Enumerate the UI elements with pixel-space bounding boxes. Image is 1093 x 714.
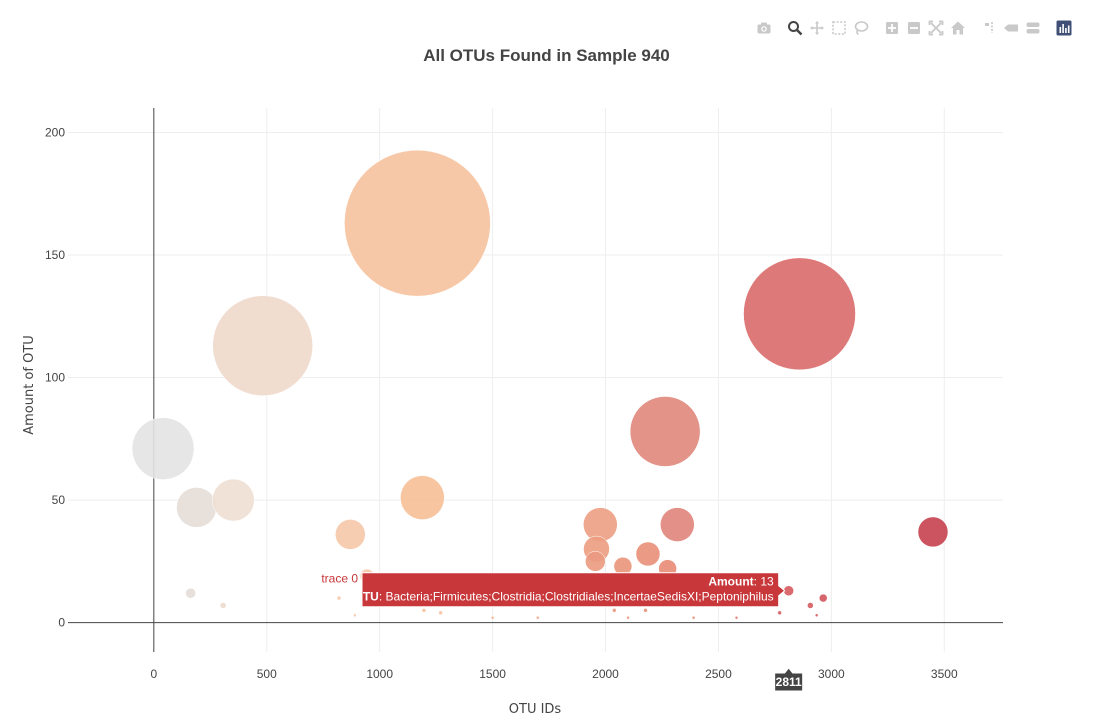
bubble-marker[interactable] bbox=[691, 615, 696, 620]
hover-x-value: 2811 bbox=[776, 675, 802, 689]
autoscale-icon[interactable] bbox=[927, 19, 945, 37]
bubble-marker[interactable] bbox=[743, 257, 856, 371]
camera-icon[interactable] bbox=[755, 19, 773, 37]
bubble-marker[interactable] bbox=[660, 507, 695, 542]
hover-box bbox=[361, 572, 786, 608]
box-select-icon[interactable] bbox=[830, 19, 848, 37]
zoom-in-icon[interactable] bbox=[883, 19, 901, 37]
x-tick-label: 1000 bbox=[366, 667, 393, 681]
bubble-marker[interactable] bbox=[626, 615, 630, 620]
bubble-marker[interactable] bbox=[344, 149, 491, 297]
bubble-marker[interactable] bbox=[612, 608, 617, 613]
bubble-marker[interactable] bbox=[643, 608, 648, 613]
bubble-marker[interactable] bbox=[818, 593, 828, 603]
bubble-marker[interactable] bbox=[438, 610, 443, 616]
hover-x-tag bbox=[774, 667, 804, 692]
bubble-marker[interactable] bbox=[131, 417, 195, 480]
hover-trace-name: trace 0 bbox=[321, 572, 358, 586]
y-tick-label: 50 bbox=[52, 493, 66, 507]
bubble-marker[interactable] bbox=[536, 615, 540, 620]
tick-labels: 0 500 1000 1500 2000 2500 3000 3500 0 50 100 150 200 bbox=[45, 126, 958, 681]
x-tick-label: 3000 bbox=[818, 667, 845, 681]
home-icon[interactable] bbox=[949, 19, 967, 37]
bubble-marker[interactable] bbox=[335, 519, 366, 550]
bubble-marker[interactable] bbox=[219, 602, 227, 609]
bubble-marker[interactable] bbox=[176, 487, 217, 528]
hover-amount: Amount: 13 bbox=[708, 575, 774, 589]
x-tick-label: 1500 bbox=[479, 667, 506, 681]
x-axis-title: OTU IDs bbox=[509, 702, 562, 714]
y-axis-title: Amount of OTU bbox=[22, 335, 37, 435]
y-tick-label: 200 bbox=[45, 126, 65, 140]
bubble-marker[interactable] bbox=[777, 610, 782, 616]
y-tick-label: 100 bbox=[45, 371, 65, 385]
bubble-marker[interactable] bbox=[421, 608, 427, 613]
hover-otu: OTU: Bacteria;Firmicutes;Clostridia;Clos… bbox=[353, 590, 773, 604]
x-tick-label: 2500 bbox=[705, 667, 732, 681]
bubble-marker[interactable] bbox=[212, 295, 313, 396]
x-tick-label: 500 bbox=[257, 667, 277, 681]
zoom-out-icon[interactable] bbox=[905, 19, 923, 37]
bubble-marker[interactable] bbox=[917, 516, 949, 548]
spike-lines-icon[interactable] bbox=[980, 19, 998, 37]
bubble-marker[interactable] bbox=[585, 551, 606, 572]
bubble-marker[interactable] bbox=[400, 475, 445, 520]
gridlines bbox=[68, 108, 1003, 652]
bubble-marker[interactable] bbox=[807, 602, 814, 609]
modebar bbox=[755, 16, 1073, 40]
zoom-icon[interactable] bbox=[786, 19, 804, 37]
y-tick-label: 150 bbox=[45, 248, 65, 262]
bubble-marker[interactable] bbox=[629, 396, 701, 467]
chart-title: All OTUs Found in Sample 940 bbox=[423, 46, 670, 65]
bubble-marker[interactable] bbox=[490, 615, 495, 620]
hover-compare-icon[interactable] bbox=[1024, 19, 1042, 37]
bubble-marker[interactable] bbox=[353, 613, 357, 617]
bubble-series[interactable] bbox=[131, 149, 949, 620]
lasso-select-icon[interactable] bbox=[852, 19, 870, 37]
bubble-marker[interactable] bbox=[336, 595, 342, 601]
x-tick-label: 2000 bbox=[592, 667, 619, 681]
bubble-marker[interactable] bbox=[734, 615, 739, 620]
hover-closest-icon[interactable] bbox=[1002, 19, 1020, 37]
y-tick-label: 0 bbox=[58, 616, 65, 630]
bubble-marker[interactable] bbox=[185, 587, 196, 599]
bubble-marker[interactable] bbox=[212, 478, 255, 522]
x-tick-label: 0 bbox=[150, 667, 157, 681]
axes bbox=[68, 108, 1003, 652]
x-tick-label: 3500 bbox=[931, 667, 958, 681]
plotly-logo-icon[interactable] bbox=[1055, 19, 1073, 37]
bubble-marker[interactable] bbox=[814, 613, 819, 617]
pan-icon[interactable] bbox=[808, 19, 826, 37]
bubble-marker[interactable] bbox=[635, 541, 661, 567]
